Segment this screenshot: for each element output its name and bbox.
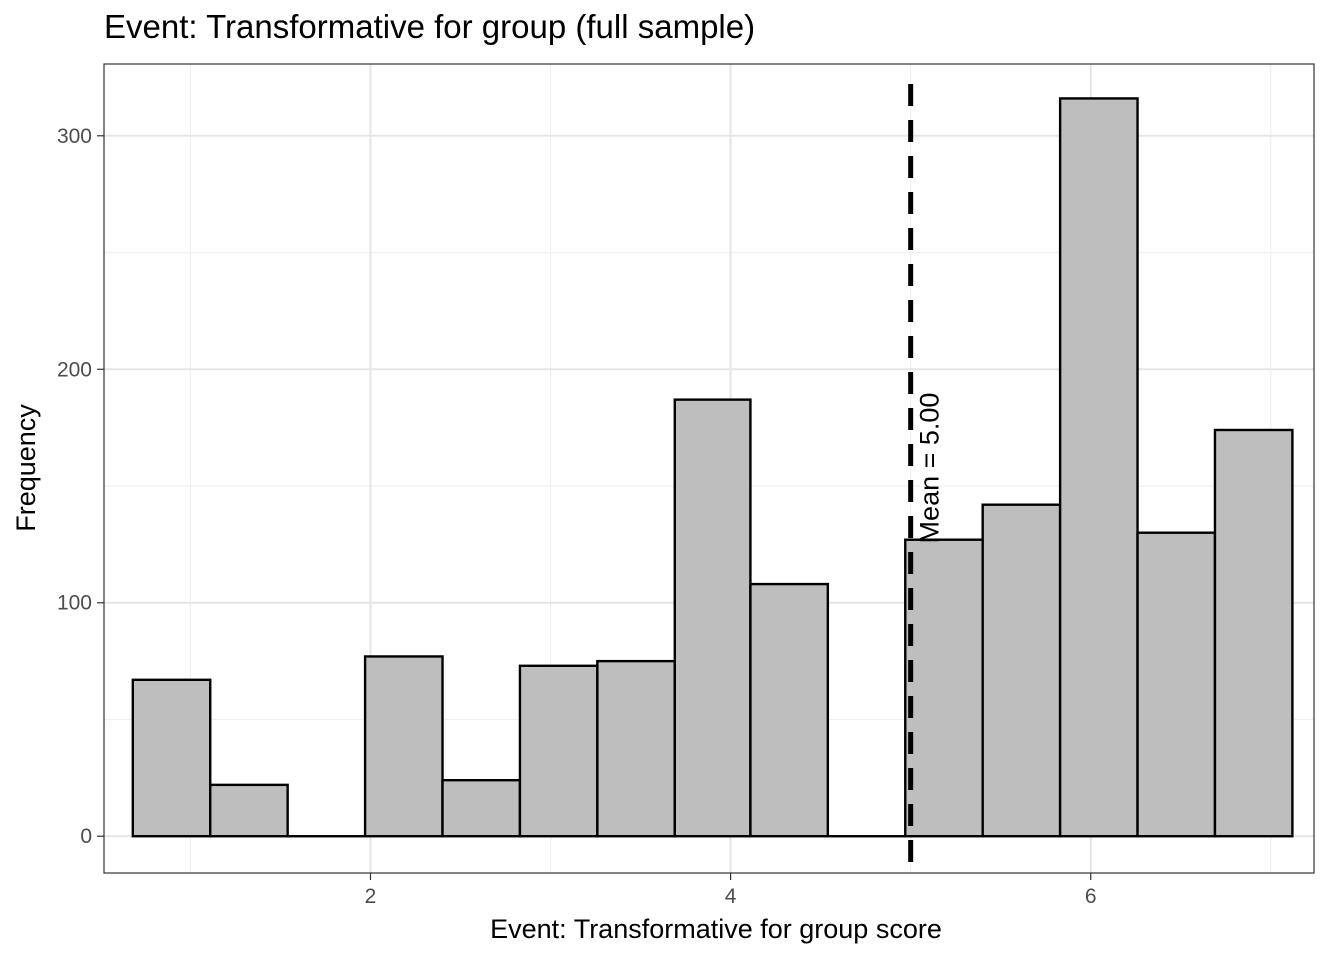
y-tick-label: 300 [57, 125, 92, 148]
histogram-bars [131, 97, 1294, 838]
histogram-bar [1058, 97, 1139, 838]
y-axis-ticks: 0 100 200 300 [57, 125, 104, 848]
mean-line-group: Mean = 5.00 [908, 84, 945, 873]
histogram-bar [749, 582, 830, 838]
x-tick-label: 2 [365, 885, 377, 908]
y-tick-label: 100 [57, 592, 92, 615]
histogram-bar [209, 783, 289, 838]
histogram-bar [596, 659, 676, 838]
histogram-bar [904, 538, 984, 838]
y-axis-label: Frequency [11, 404, 41, 532]
histogram-bar [363, 655, 444, 838]
x-axis-label: Event: Transformative for group score [490, 914, 942, 944]
y-tick-label: 200 [57, 358, 92, 381]
x-tick-label: 4 [725, 885, 737, 908]
mean-line-label: Mean = 5.00 [915, 393, 945, 544]
histogram-bar [1136, 531, 1217, 838]
histogram-bar [673, 398, 752, 838]
y-tick-label: 0 [80, 825, 92, 848]
x-axis-ticks: 2 4 6 [365, 873, 1097, 908]
chart-title: Event: Transformative for group (full sa… [104, 8, 756, 45]
histogram-bar [981, 503, 1062, 838]
histogram-bar [1213, 428, 1294, 838]
x-tick-label: 6 [1085, 885, 1097, 908]
histogram-bar [441, 778, 522, 838]
histogram-bar [518, 664, 599, 838]
histogram-bar [131, 678, 212, 838]
panel-border [103, 63, 1315, 874]
